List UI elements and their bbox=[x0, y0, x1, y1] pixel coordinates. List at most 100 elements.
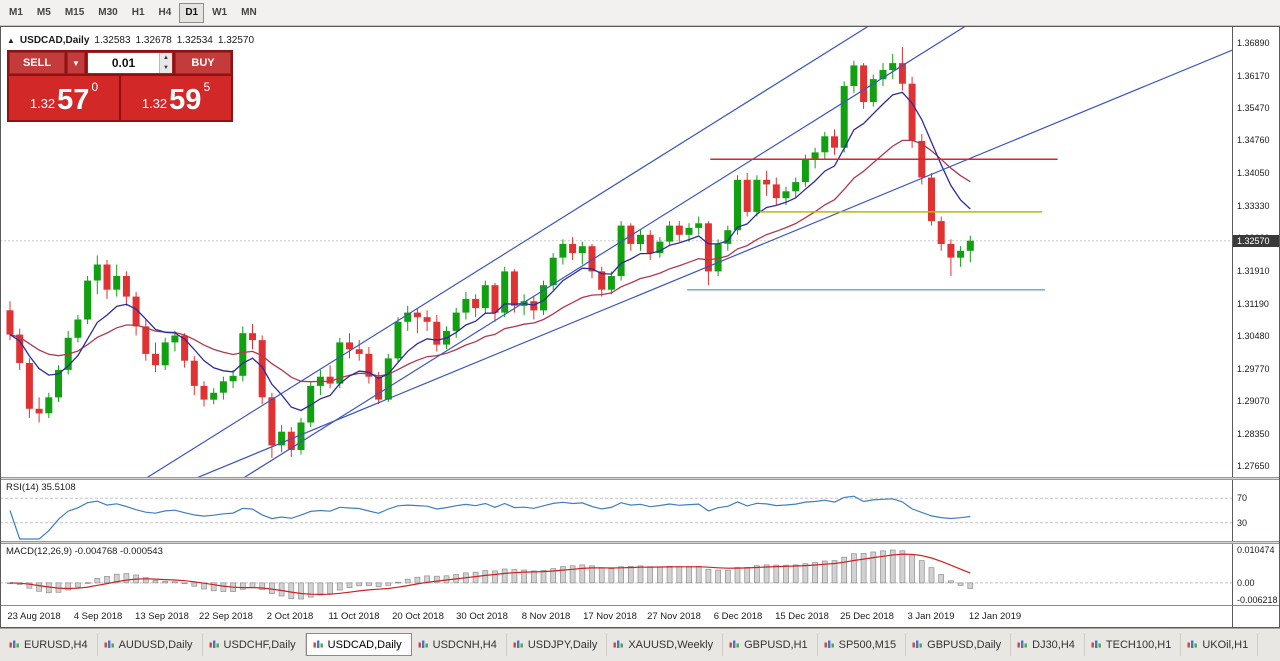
date-axis-label: 27 Nov 2018 bbox=[647, 611, 701, 622]
price-axis-label: 1.34760 bbox=[1237, 135, 1270, 146]
date-axis-label: 4 Sep 2018 bbox=[73, 611, 123, 622]
ohlc-high: 1.32678 bbox=[135, 35, 172, 46]
tab-label: XAUUSD,Weekly bbox=[628, 638, 714, 651]
chart-tabbar: EURUSD,H4 AUDUSD,Daily USDCHF,Daily USDCAD,… bbox=[0, 628, 1280, 661]
panel-divider[interactable] bbox=[0, 477, 1280, 480]
date-axis-label: 30 Oct 2018 bbox=[456, 611, 508, 622]
buy-button[interactable]: BUY bbox=[175, 52, 231, 74]
trade-controls-row: SELL ▼ 0.01 ▲ ▼ BUY bbox=[9, 52, 231, 74]
trendlines[interactable] bbox=[0, 26, 1232, 477]
buy-price-frac: 5 bbox=[203, 80, 211, 94]
ohlc-close: 1.32570 bbox=[217, 35, 255, 46]
price-axis-label: 1.33330 bbox=[1237, 200, 1270, 211]
tab-sp500-m15[interactable]: SP500,M15 bbox=[818, 633, 907, 656]
chart-icon bbox=[209, 640, 219, 648]
macd-signal-line bbox=[9, 553, 971, 596]
tab-label: UKOil,H1 bbox=[1202, 638, 1249, 651]
price-axis-label: 1.27650 bbox=[1237, 461, 1270, 471]
one-click-trading-panel: SELL ▼ 0.01 ▲ ▼ BUY 1.32 57 0 bbox=[7, 50, 233, 122]
macd-panel: MACD(12,26,9) -0.004768 -0.000543 0.0104… bbox=[0, 544, 1280, 605]
tab-usdcad-daily[interactable]: USDCAD,Daily bbox=[305, 633, 412, 656]
rsi-axis[interactable]: 70 30 bbox=[1232, 480, 1280, 541]
tab-gbpusd-daily[interactable]: GBPUSD,Daily bbox=[906, 633, 1012, 656]
timeframe-m1[interactable]: M1 bbox=[3, 3, 29, 23]
rsi-level-label: 30 bbox=[1237, 517, 1248, 528]
volume-dropdown-button[interactable]: ▼ bbox=[67, 52, 85, 74]
tab-tech100-h1[interactable]: TECH100,H1 bbox=[1085, 633, 1182, 656]
candlestick-chart[interactable] bbox=[0, 26, 1232, 477]
date-axis-label: 13 Sep 2018 bbox=[135, 611, 189, 622]
rsi-chart[interactable] bbox=[0, 480, 1232, 541]
macd-chart[interactable] bbox=[0, 544, 1232, 605]
tab-label: GBPUSD,Daily bbox=[927, 638, 1002, 651]
tab-eurusd-h4[interactable]: EURUSD,H4 bbox=[3, 633, 98, 656]
buy-price-pips: 59 bbox=[169, 84, 202, 117]
sell-price-base: 1.32 bbox=[29, 96, 56, 111]
rsi-level-label: 70 bbox=[1237, 493, 1248, 504]
volume-input[interactable]: 0.01 ▲ ▼ bbox=[87, 52, 173, 74]
candles bbox=[6, 47, 974, 458]
chart-icon bbox=[824, 640, 834, 648]
price-axis-label: 1.31910 bbox=[1237, 265, 1270, 276]
tab-gbpusd-h1[interactable]: GBPUSD,H1 bbox=[723, 633, 818, 656]
macd-axis-label: -0.006218 bbox=[1237, 595, 1278, 605]
price-axis-label: 1.29070 bbox=[1237, 395, 1270, 406]
tab-label: TECH100,H1 bbox=[1105, 638, 1172, 651]
rsi-panel: RSI(14) 35.5108 70 30 bbox=[0, 480, 1280, 541]
date-axis-label: 2 Oct 2018 bbox=[266, 611, 314, 622]
up-triangle-icon: ▲ bbox=[7, 36, 15, 45]
sell-button[interactable]: SELL bbox=[9, 52, 65, 74]
tab-ukoil-h1[interactable]: UKOil,H1 bbox=[1181, 633, 1259, 656]
date-axis-label: 3 Jan 2019 bbox=[907, 611, 955, 622]
sell-price-pips: 57 bbox=[57, 84, 90, 117]
date-axis[interactable]: 23 Aug 2018 4 Sep 2018 13 Sep 2018 22 Sep 2… bbox=[0, 605, 1280, 628]
tab-audusd-daily[interactable]: AUDUSD,Daily bbox=[98, 633, 203, 656]
spinner-up-button[interactable]: ▲ bbox=[160, 53, 172, 63]
tab-usdcnh-h4[interactable]: USDCNH,H4 bbox=[412, 633, 507, 656]
spinner-down-button[interactable]: ▼ bbox=[160, 63, 172, 73]
chart-icon bbox=[9, 640, 19, 648]
chart-icon bbox=[313, 640, 323, 648]
price-axis[interactable]: 1.36890 1.36170 1.35470 1.34760 1.34050 1.333… bbox=[1232, 26, 1280, 477]
panel-divider[interactable] bbox=[0, 541, 1280, 544]
macd-axis-label: 0.010474 bbox=[1237, 545, 1275, 555]
horizontal-level-lines[interactable] bbox=[687, 158, 1058, 291]
quote-row: 1.32 57 0 1.32 59 5 bbox=[9, 76, 231, 120]
chart-icon bbox=[613, 640, 624, 648]
price-axis-label: 1.34050 bbox=[1237, 167, 1270, 178]
price-axis-label: 1.35470 bbox=[1237, 102, 1270, 113]
tab-usdchf-daily[interactable]: USDCHF,Daily bbox=[203, 633, 306, 656]
timeframe-h1[interactable]: H1 bbox=[126, 3, 151, 23]
tab-xauusd-weekly[interactable]: XAUUSD,Weekly bbox=[607, 633, 724, 656]
chart-icon bbox=[1017, 640, 1028, 648]
timeframe-mn[interactable]: MN bbox=[235, 3, 263, 23]
timeframe-w1[interactable]: W1 bbox=[206, 3, 233, 23]
date-axis-label: 11 Oct 2018 bbox=[328, 611, 380, 622]
date-axis-label: 20 Oct 2018 bbox=[392, 611, 444, 622]
tab-label: USDCAD,Daily bbox=[327, 638, 402, 651]
chart-area: ▲ USDCAD,Daily 1.32583 1.32678 1.32534 1… bbox=[0, 26, 1280, 477]
volume-value: 0.01 bbox=[111, 56, 136, 70]
chart-icon bbox=[418, 640, 428, 648]
timeframe-h4[interactable]: H4 bbox=[153, 3, 178, 23]
sell-price-frac: 0 bbox=[91, 80, 99, 94]
tab-usdjpy-daily[interactable]: USDJPY,Daily bbox=[507, 633, 608, 656]
timeframe-m15[interactable]: M15 bbox=[59, 3, 90, 23]
price-axis-label: 1.28350 bbox=[1237, 428, 1270, 439]
chart-icon bbox=[729, 640, 739, 648]
tab-label: USDCNH,H4 bbox=[432, 638, 497, 651]
timeframe-d1[interactable]: D1 bbox=[179, 2, 205, 23]
timeframe-m5[interactable]: M5 bbox=[31, 3, 57, 23]
buy-quote[interactable]: 1.32 59 5 bbox=[121, 76, 231, 120]
sell-quote[interactable]: 1.32 57 0 bbox=[9, 76, 119, 120]
date-axis-corner bbox=[1232, 606, 1280, 628]
timeframe-m30[interactable]: M30 bbox=[92, 3, 123, 23]
macd-axis[interactable]: 0.010474 0.00 -0.006218 bbox=[1232, 544, 1280, 605]
date-axis-label: 15 Dec 2018 bbox=[775, 611, 829, 622]
chevron-down-icon: ▼ bbox=[72, 58, 80, 68]
volume-spinner: ▲ ▼ bbox=[159, 53, 172, 73]
macd-histogram bbox=[7, 549, 974, 600]
tab-dj30-h4[interactable]: DJ30,H4 bbox=[1011, 633, 1085, 656]
tab-label: USDCHF,Daily bbox=[223, 638, 296, 651]
